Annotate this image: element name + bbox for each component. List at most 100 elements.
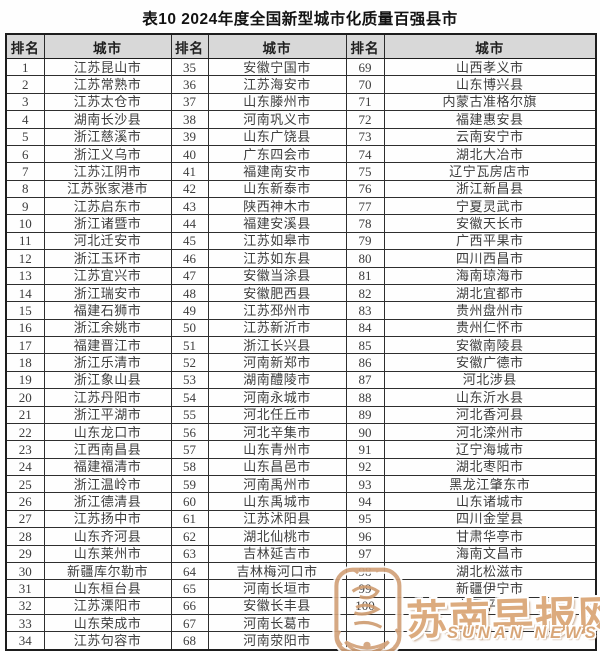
city-cell: 江苏江阴市 (43, 162, 172, 181)
rank-cell: 19 (5, 370, 45, 390)
rank-cell: 24 (5, 457, 45, 477)
rank-cell: 14 (5, 283, 45, 303)
city-cell: 安徽当涂县 (207, 266, 347, 285)
city-cell: 浙江温岭市 (43, 474, 172, 494)
rank-cell: 78 (345, 214, 385, 233)
rank-cell: 59 (170, 474, 209, 494)
rank-cell: 84 (345, 318, 385, 338)
rank-cell: 52 (170, 353, 209, 372)
rank-cell: 22 (5, 422, 45, 442)
rank-cell: 97 (345, 544, 385, 563)
rank-cell: 42 (170, 179, 209, 199)
rank-cell (345, 613, 385, 633)
city-cell: 山西孝义市 (383, 57, 597, 77)
table-row: 25 浙江温岭市 59 河南禹州市 93 黑龙江肇东市 (5, 474, 597, 494)
rank-cell: 98 (345, 561, 385, 581)
header-row: 排名 城市 排名 城市 排名 城市 (5, 33, 597, 59)
city-cell: 江苏海安市 (207, 75, 347, 94)
city-cell: 浙江余姚市 (43, 318, 172, 338)
city-cell: 山东沂水县 (383, 388, 597, 407)
table-body: 1 江苏昆山市 35 安徽宁国市 69 山西孝义市 2 江苏常熟市 36 江苏海安市 70 山东博兴县… (5, 57, 597, 651)
table-row: 3 江苏太仓市 37 山东滕州市 71 内蒙古准格尔旗 (5, 92, 597, 112)
rank-cell: 73 (345, 127, 385, 146)
city-cell: 宁夏平罗县 (383, 596, 597, 616)
rank-cell: 34 (5, 631, 45, 651)
header-rank-3: 排名 (345, 33, 385, 59)
rank-cell: 64 (170, 561, 209, 581)
rank-cell: 39 (170, 127, 209, 146)
rank-cell: 67 (170, 613, 209, 633)
city-cell: 贵州盘州市 (383, 301, 597, 320)
table-row: 34 江苏句容市 68 河南荥阳市 (5, 631, 597, 651)
city-cell: 湖北仙桃市 (207, 527, 347, 546)
city-cell: 浙江新昌县 (383, 179, 597, 199)
table-row: 23 江西南昌县 57 山东青州市 91 辽宁海城市 (5, 440, 597, 459)
rank-cell: 50 (170, 318, 209, 338)
rank-cell: 12 (5, 249, 45, 268)
rank-cell: 33 (5, 613, 45, 633)
city-cell: 江苏常熟市 (43, 75, 172, 94)
city-cell: 山东滕州市 (207, 92, 347, 112)
city-cell: 河北任丘市 (207, 405, 347, 424)
rank-cell: 45 (170, 231, 209, 251)
city-cell: 陕西神木市 (207, 196, 347, 216)
city-cell: 福建南安市 (207, 162, 347, 181)
table-row: 17 福建晋江市 51 浙江长兴县 85 安徽南陵县 (5, 335, 597, 355)
rank-cell: 99 (345, 579, 385, 598)
table-row: 27 江苏扬中市 61 江苏沭阳县 95 四川金堂县 (5, 509, 597, 529)
rank-cell: 30 (5, 561, 45, 581)
rank-cell: 47 (170, 266, 209, 285)
rank-cell: 75 (345, 162, 385, 181)
rank-cell: 69 (345, 57, 385, 77)
rank-cell: 40 (170, 144, 209, 164)
rank-cell: 91 (345, 440, 385, 459)
table-header: 排名 城市 排名 城市 排名 城市 (5, 33, 597, 59)
table-row: 7 江苏江阴市 41 福建南安市 75 辽宁瓦房店市 (5, 162, 597, 181)
rank-cell: 65 (170, 579, 209, 598)
city-cell: 江苏溧阳市 (43, 596, 172, 616)
table-row: 29 山东莱州市 63 吉林延吉市 97 海南文昌市 (5, 544, 597, 563)
rank-cell: 79 (345, 231, 385, 251)
city-cell: 山东新泰市 (207, 179, 347, 199)
table-row: 15 福建石狮市 49 江苏邳州市 83 贵州盘州市 (5, 301, 597, 320)
rank-cell: 82 (345, 283, 385, 303)
city-cell: 安徽肥西县 (207, 283, 347, 303)
city-cell: 浙江慈溪市 (43, 127, 172, 146)
city-cell: 山东博兴县 (383, 75, 597, 94)
rank-cell: 58 (170, 457, 209, 477)
city-cell: 海南文昌市 (383, 544, 597, 563)
rank-cell: 51 (170, 335, 209, 355)
rank-cell: 36 (170, 75, 209, 94)
city-cell: 山东齐河县 (43, 527, 172, 546)
rank-cell: 62 (170, 527, 209, 546)
rank-cell: 76 (345, 179, 385, 199)
rank-cell: 41 (170, 162, 209, 181)
table-row: 26 浙江德清县 60 山东禹城市 94 山东诸城市 (5, 492, 597, 511)
table-row: 21 浙江平湖市 55 河北任丘市 89 河北香河县 (5, 405, 597, 424)
city-cell: 河北涉县 (383, 370, 597, 390)
table-row: 19 浙江象山县 53 湖南醴陵市 87 河北涉县 (5, 370, 597, 390)
rank-cell: 71 (345, 92, 385, 112)
city-cell: 湖北大冶市 (383, 144, 597, 164)
city-cell: 江苏丹阳市 (43, 388, 172, 407)
city-cell: 河北辛集市 (207, 422, 347, 442)
city-cell: 广东四会市 (207, 144, 347, 164)
city-cell: 安徽长丰县 (207, 596, 347, 616)
city-cell: 云南安宁市 (383, 127, 597, 146)
city-cell: 辽宁海城市 (383, 440, 597, 459)
city-cell: 江苏启东市 (43, 196, 172, 216)
table-row: 6 浙江义乌市 40 广东四会市 74 湖北大冶市 (5, 144, 597, 164)
rank-cell: 23 (5, 440, 45, 459)
table-row: 28 山东齐河县 62 湖北仙桃市 96 甘肃华亭市 (5, 527, 597, 546)
rank-cell: 27 (5, 509, 45, 529)
rank-cell: 25 (5, 474, 45, 494)
city-cell: 安徽南陵县 (383, 335, 597, 355)
city-cell: 福建安溪县 (207, 214, 347, 233)
header-rank-2: 排名 (170, 33, 209, 59)
city-cell: 福建石狮市 (43, 301, 172, 320)
table-row: 5 浙江慈溪市 39 山东广饶县 73 云南安宁市 (5, 127, 597, 146)
rank-cell: 44 (170, 214, 209, 233)
city-cell: 四川西昌市 (383, 249, 597, 268)
rank-cell: 80 (345, 249, 385, 268)
